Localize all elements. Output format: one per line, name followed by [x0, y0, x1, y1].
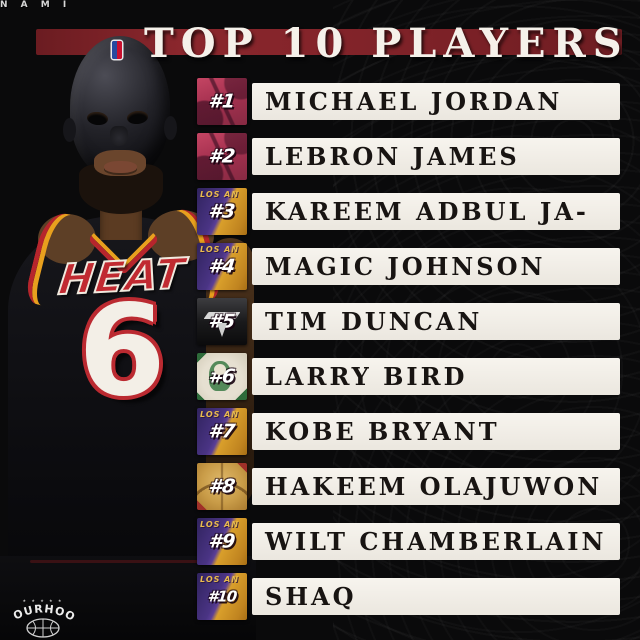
player-name: LEBRON JAMES	[265, 142, 520, 171]
player-bar: KAREEM ADBUL JA-	[252, 193, 620, 230]
basketball-seams	[27, 619, 59, 637]
rank-label: #8	[207, 475, 237, 498]
rank-label: #2	[207, 145, 237, 168]
player-row: #6 LARRY BIRD	[197, 353, 620, 400]
player-bar: TIM DUNCAN	[252, 303, 620, 340]
player-name: TIM DUNCAN	[265, 307, 483, 336]
player-bar: LARRY BIRD	[252, 358, 620, 395]
mask-nose	[110, 126, 128, 146]
nba-logo-icon	[112, 41, 122, 59]
player-name: MICHAEL JORDAN	[265, 87, 563, 116]
lakers-card-icon: LOS AN #3	[197, 188, 247, 235]
player-name: LARRY BIRD	[265, 362, 468, 391]
player-row: #8 HAKEEM OLAJUWON	[197, 463, 620, 510]
player-shoulder	[38, 214, 96, 264]
page-title: TOP 10 PLAYERS	[144, 20, 629, 67]
player-bar: KOBE BRYANT	[252, 413, 620, 450]
lakers-card-icon: LOS AN #10	[197, 573, 247, 620]
rank-label: #9	[207, 530, 237, 553]
badge-caption: LOS AN	[200, 190, 240, 199]
player-row: #2 LEBRON JAMES	[197, 133, 620, 180]
lakers-card-icon: LOS AN #7	[197, 408, 247, 455]
badge-caption: LOS AN	[200, 245, 240, 254]
logo-stars: ★ ★ ★ ★ ★	[22, 598, 63, 603]
player-bar: SHAQ	[252, 578, 620, 615]
lakers-card-icon: LOS AN #9	[197, 518, 247, 565]
player-name: KOBE BRYANT	[265, 417, 500, 446]
jersey-number: 6	[78, 277, 166, 424]
player-bar: HAKEEM OLAJUWON	[252, 468, 620, 505]
badge-caption: LOS AN	[200, 575, 240, 584]
rank-label: #7	[207, 420, 237, 443]
player-lips	[104, 161, 137, 173]
player-row: LOS AN #7 KOBE BRYANT	[197, 408, 620, 455]
basketball-gold-icon: #8	[197, 463, 247, 510]
player-bar: LEBRON JAMES	[252, 138, 620, 175]
player-name: HAKEEM OLAJUWON	[265, 472, 603, 501]
shorts-waistband	[30, 560, 230, 563]
player-bar: MICHAEL JORDAN	[252, 83, 620, 120]
basketball-red-icon: #2	[197, 133, 247, 180]
player-row: LOS AN #4 MAGIC JOHNSON	[197, 243, 620, 290]
ourhoops-logo: ★ ★ ★ ★ ★ OURHOOPS	[5, 590, 77, 638]
player-row: LOS AN #10 SHAQ	[197, 573, 620, 620]
player-row: LOS AN #9 WILT CHAMBERLAIN	[197, 518, 620, 565]
badge-caption: LOS AN	[200, 410, 240, 419]
player-bar: MAGIC JOHNSON	[252, 248, 620, 285]
rank-label: #5	[207, 310, 237, 333]
badge-caption: LOS AN	[200, 520, 240, 529]
player-row: LOS AN #3 KAREEM ADBUL JA-	[197, 188, 620, 235]
player-ear	[63, 118, 76, 142]
player-bar: WILT CHAMBERLAIN	[252, 523, 620, 560]
player-row: #5 TIM DUNCAN	[197, 298, 620, 345]
player-name: WILT CHAMBERLAIN	[265, 527, 607, 556]
lakers-card-icon: LOS AN #4	[197, 243, 247, 290]
basketball-red-icon: #1	[197, 78, 247, 125]
arena-background-text: N A M I	[0, 0, 72, 10]
celtics-card-icon: #6	[197, 353, 247, 400]
player-ear	[164, 116, 177, 140]
player-row: #1 MICHAEL JORDAN	[197, 78, 620, 125]
rank-label: #1	[207, 90, 237, 113]
rank-label: #10	[206, 587, 238, 606]
rank-label: #3	[207, 200, 237, 223]
rank-label: #6	[207, 365, 237, 388]
player-name: SHAQ	[265, 582, 357, 611]
player-name: MAGIC JOHNSON	[265, 252, 546, 281]
rank-label: #4	[207, 255, 237, 278]
player-name: KAREEM ADBUL JA-	[265, 197, 589, 226]
spurs-card-icon: #5	[197, 298, 247, 345]
